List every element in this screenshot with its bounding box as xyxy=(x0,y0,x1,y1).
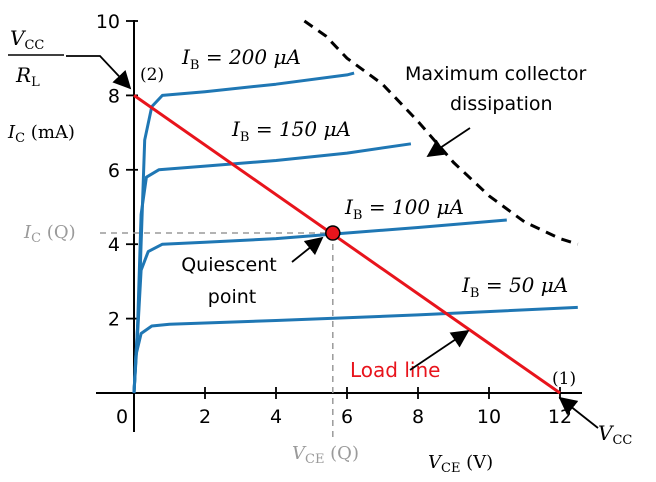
x-tick-label: 8 xyxy=(412,406,424,428)
y-tick-label: 8 xyxy=(108,85,120,107)
quiescent-point-arrow xyxy=(291,236,324,263)
y-tick-label: 2 xyxy=(108,309,120,331)
series-label-ib-200: IB = 200 μA xyxy=(181,45,301,73)
ic-q-label: IC (Q) xyxy=(23,222,76,246)
x-tick-label: 12 xyxy=(548,406,572,428)
vcc-over-rl-denominator: RL xyxy=(15,63,40,90)
y-tick-label: 6 xyxy=(108,160,120,182)
vcc-arrow xyxy=(558,396,599,429)
base-current-curves xyxy=(132,71,578,394)
y-tick-label: 10 xyxy=(96,11,120,33)
vcc-over-rl-arrow xyxy=(66,55,132,90)
point-2-label: (2) xyxy=(140,65,164,85)
series-label-ib-50: IB = 50 μA xyxy=(461,273,568,301)
vcc-over-rl-numerator: VCC xyxy=(10,26,44,53)
x-tick-label: 0 xyxy=(116,406,128,428)
series-label-ib-100: IB = 100 μA xyxy=(344,195,464,223)
max-dissipation-label: Maximum collector dissipation xyxy=(405,63,592,115)
x-tick-label: 2 xyxy=(199,406,211,428)
point-1-label: (1) xyxy=(552,369,576,389)
vcc-label: VCC xyxy=(598,421,632,448)
load-line-arrow xyxy=(409,329,470,371)
y-axis-ticks: 2 4 6 8 10 xyxy=(96,11,138,331)
x-tick-label: 10 xyxy=(477,406,501,428)
quiescent-point-marker xyxy=(325,225,341,241)
series-label-ib-150: IB = 150 μA xyxy=(231,117,351,145)
x-tick-label: 4 xyxy=(270,406,282,428)
x-axis-label: VCE (V) xyxy=(428,452,493,476)
y-tick-label: 4 xyxy=(108,234,120,256)
max-dissipation-arrow xyxy=(426,127,471,157)
y-axis-label: IC (mA) xyxy=(7,122,75,146)
x-tick-label: 6 xyxy=(341,406,353,428)
load-line xyxy=(133,94,561,395)
vce-q-label: VCE (Q) xyxy=(292,443,359,467)
quiescent-point-label: Quiescent point xyxy=(181,254,283,308)
x-axis-ticks: 0 2 4 6 8 10 12 xyxy=(116,387,572,428)
series-curve-2 xyxy=(132,218,507,394)
load-line-label: Load line xyxy=(350,358,440,382)
series-curve-3 xyxy=(132,305,578,394)
